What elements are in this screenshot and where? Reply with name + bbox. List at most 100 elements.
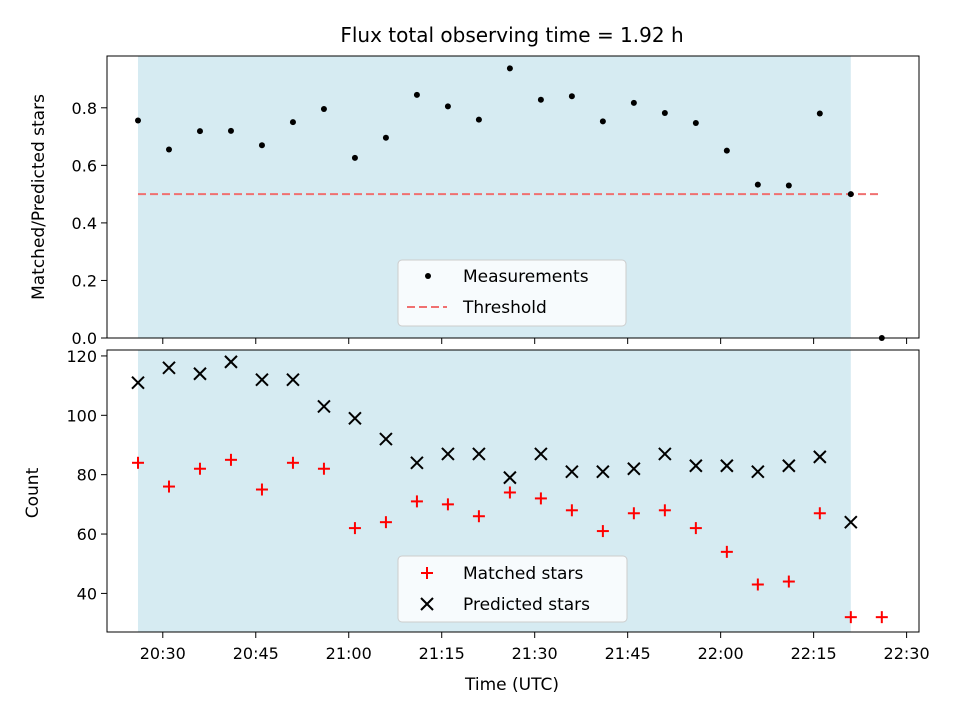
matched-point [565, 504, 578, 517]
predicted-point-stroke [472, 447, 486, 461]
matched-point [379, 516, 392, 529]
predicted-point [317, 399, 331, 414]
matched-point [689, 522, 702, 535]
predicted-point-stroke [162, 361, 176, 375]
measurement-point [382, 134, 389, 141]
matched-point [410, 495, 423, 508]
measurement-point [196, 128, 203, 135]
x-tick-label: 20:30 [140, 644, 186, 663]
predicted-point [503, 470, 517, 485]
measurement-point [785, 182, 792, 189]
matched-point [255, 483, 268, 496]
bottom-y-tick-label: 80 [77, 466, 97, 485]
legend-matched-label: Matched stars [463, 564, 583, 584]
predicted-point-stroke [658, 447, 672, 461]
measurement-point [320, 105, 327, 112]
top-legend-box [397, 259, 627, 327]
matched-point [813, 507, 826, 520]
predicted-point [689, 459, 703, 473]
top-y-tick-label: 0.0 [72, 329, 97, 348]
bottom-legend-box [397, 555, 628, 623]
matched-point [751, 578, 764, 591]
measurement-point [351, 154, 358, 161]
matched-point [193, 462, 206, 475]
legend-measurements-label: Measurements [463, 267, 589, 287]
bottom-y-ticks: 40 60 80 100 120 [66, 347, 107, 603]
matched-point [720, 545, 733, 558]
predicted-point [131, 375, 145, 390]
measurement-point [165, 146, 172, 153]
bottom-y-tick-label: 40 [77, 584, 97, 603]
measurement-point [537, 96, 544, 103]
top-y-ticks: 0.0 0.2 0.4 0.6 0.8 [72, 99, 107, 348]
predicted-point-stroke [224, 355, 238, 369]
bottom-y-tick-label: 100 [66, 406, 97, 425]
legend-threshold-label: Threshold [462, 298, 547, 318]
measurement-point [413, 91, 420, 98]
predicted-point-stroke [317, 399, 331, 414]
measurement-point [847, 191, 854, 198]
predicted-points [131, 355, 858, 529]
x-tick-label: 22:30 [884, 644, 930, 663]
predicted-point [348, 411, 362, 425]
matched-point [441, 498, 454, 511]
predicted-point [658, 447, 672, 461]
bottom-y-tick-label: 120 [66, 347, 97, 366]
predicted-point [472, 447, 486, 461]
predicted-point [162, 361, 176, 375]
matched-point [224, 453, 237, 466]
matched-point [286, 456, 299, 469]
predicted-point-stroke [751, 464, 765, 479]
x-tick-label: 21:45 [605, 644, 651, 663]
legend-predicted-label: Predicted stars [463, 595, 590, 615]
x-tick-label: 21:30 [512, 644, 558, 663]
measurement-point [599, 118, 606, 125]
legend-predicted-marker [420, 597, 434, 611]
top-y-axis-label: Matched/Predicted stars [29, 94, 49, 300]
predicted-point [844, 515, 858, 529]
x-tick-label: 22:15 [791, 644, 837, 663]
measurement-point [754, 181, 761, 188]
measurement-point [134, 117, 141, 124]
matched-point [503, 486, 516, 499]
matched-point [348, 522, 361, 535]
predicted-point [441, 447, 455, 461]
predicted-point-stroke [534, 447, 548, 461]
measurement-point [661, 109, 668, 116]
predicted-point-stroke [503, 470, 517, 485]
matched-point [131, 456, 144, 469]
predicted-point-stroke [193, 367, 207, 381]
measurement-point [227, 127, 234, 134]
predicted-point-stroke [689, 459, 703, 473]
measurement-point [506, 65, 513, 72]
bottom-y-axis-label: Count [23, 467, 43, 518]
measurement-point [816, 110, 823, 117]
matched-point [596, 525, 609, 538]
predicted-point [224, 355, 238, 369]
predicted-point [813, 450, 827, 464]
matched-point [534, 492, 547, 505]
predicted-point [596, 464, 610, 479]
top-legend: Measurements Threshold [397, 259, 627, 327]
ratio-panel: 0.00.20.40.60.8 Matched/Predicted stars … [29, 55, 920, 348]
predicted-point-stroke [255, 372, 269, 387]
top-axes-frame [106, 55, 920, 339]
matched-point [162, 480, 175, 493]
predicted-point-stroke [379, 432, 393, 446]
predicted-point-stroke [844, 515, 858, 529]
top-y-tick-label: 0.8 [72, 99, 97, 118]
matched-point [875, 611, 888, 624]
x-tick-label: 20:45 [233, 644, 279, 663]
predicted-point-stroke [627, 462, 641, 476]
top-x-ticks [162, 338, 908, 344]
measurement-point [289, 119, 296, 126]
matched-points [131, 453, 888, 624]
matched-point [317, 462, 330, 475]
measurement-point [475, 116, 482, 123]
measurement-point [630, 99, 637, 106]
predicted-point [627, 462, 641, 476]
bottom-axes-frame [106, 349, 920, 633]
top-y-tick-label: 0.2 [72, 271, 97, 290]
predicted-point-stroke [286, 372, 300, 387]
